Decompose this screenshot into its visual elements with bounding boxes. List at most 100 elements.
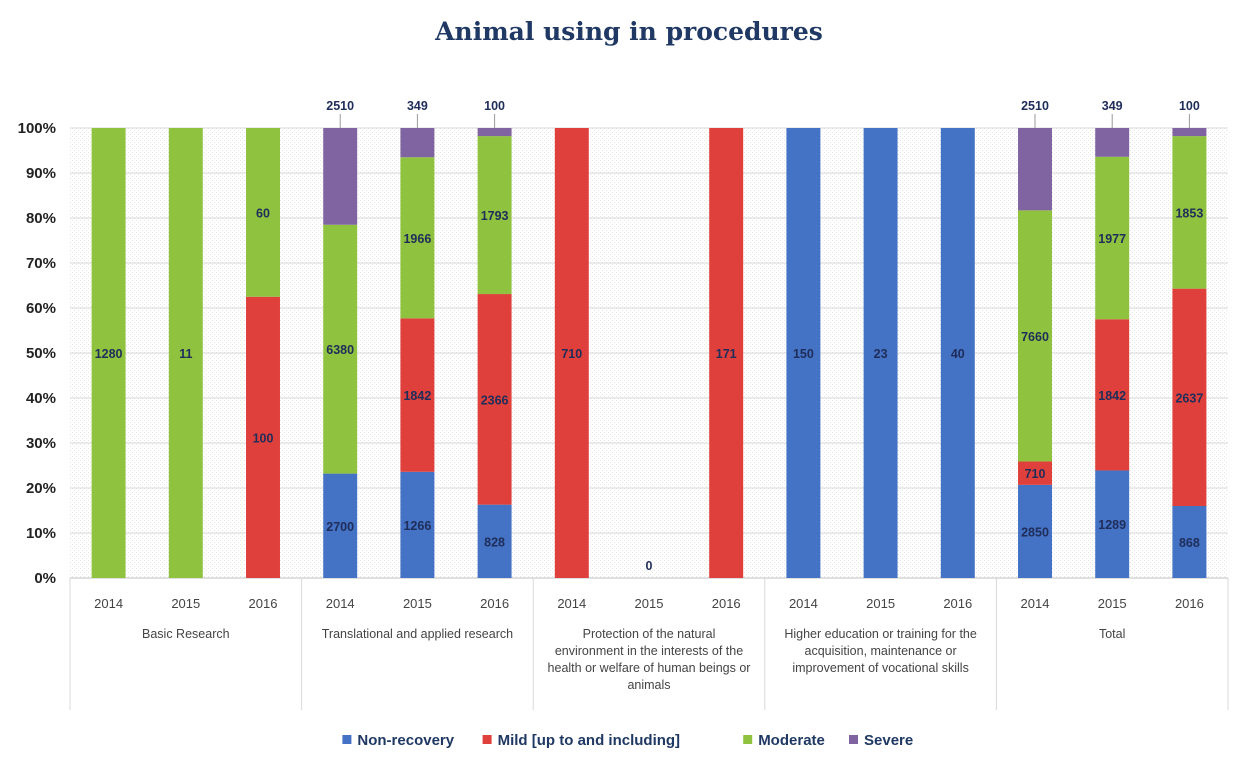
- data-label: 2637: [1175, 391, 1203, 405]
- y-tick-label: 40%: [26, 390, 56, 407]
- x-tick-label: 2015: [171, 596, 200, 611]
- top-label: 100: [484, 99, 505, 113]
- data-label: 828: [484, 535, 505, 549]
- bar-segment: [477, 294, 512, 505]
- y-tick-label: 20%: [26, 480, 56, 497]
- bar-segment: [1018, 484, 1052, 578]
- top-label: 100: [1179, 99, 1200, 113]
- legend: Non-recovery Mild [up to and including] Mo…: [342, 732, 913, 749]
- top-label: 2510: [1021, 99, 1049, 113]
- bar-segment: [786, 128, 821, 578]
- group-label: animals: [627, 678, 670, 692]
- bar-segment: [940, 128, 975, 578]
- group-label: health or welfare of human beings or: [548, 661, 751, 675]
- y-tick-label: 10%: [26, 525, 56, 542]
- group-label: environment in the interests of the: [555, 644, 743, 658]
- legend-swatch: [849, 735, 858, 744]
- data-label: 710: [1025, 467, 1046, 481]
- bar-segment: [91, 128, 126, 578]
- bar-segment: [1095, 156, 1130, 320]
- bar-segment: [400, 471, 435, 578]
- legend-label: Moderate: [758, 732, 825, 749]
- bar-segment: [246, 128, 280, 297]
- y-tick-label: 70%: [26, 255, 56, 272]
- bars: 1280 11 100 60 2700 6380 2510 1266 1842 1966 349 82…: [91, 99, 1207, 578]
- y-tick-label: 80%: [26, 210, 56, 227]
- legend-swatch: [743, 735, 753, 744]
- x-tick-label: 2014: [326, 596, 355, 611]
- bar-segment: [477, 136, 512, 295]
- bar-segment: [863, 128, 898, 578]
- legend-label: Non-recovery: [357, 732, 454, 749]
- data-label: 60: [256, 206, 270, 220]
- top-label: 2510: [326, 99, 354, 113]
- bar-segment: [323, 128, 358, 225]
- x-tick-label: 2014: [789, 596, 818, 611]
- bar-segment: [400, 318, 435, 472]
- data-label: 2366: [481, 393, 509, 407]
- top-label: 349: [1102, 99, 1123, 113]
- group-label: Translational and applied research: [322, 627, 513, 641]
- data-label: 7660: [1021, 330, 1049, 344]
- bar-segment: [400, 157, 435, 319]
- x-tick-label: 2014: [94, 596, 123, 611]
- data-label: 1853: [1175, 206, 1203, 220]
- data-label: 710: [561, 347, 582, 361]
- bar-segment: [1172, 128, 1207, 137]
- top-label: 349: [407, 99, 428, 113]
- bar-segment: [709, 128, 744, 578]
- bar-segment: [323, 224, 358, 474]
- bar-segment: [1172, 506, 1207, 578]
- x-tick-label: 2014: [1021, 596, 1050, 611]
- data-label: 1977: [1098, 232, 1126, 246]
- data-label: 1842: [1098, 389, 1126, 403]
- legend-swatch: [482, 735, 492, 744]
- data-label: 1966: [403, 232, 431, 246]
- bar-segment: [554, 128, 589, 578]
- data-label: 23: [874, 347, 888, 361]
- x-tick-label: 2016: [1175, 596, 1204, 611]
- y-tick-label: 30%: [26, 435, 56, 452]
- data-label: 1842: [403, 389, 431, 403]
- x-tick-label: 2016: [249, 596, 278, 611]
- data-label: 1793: [481, 209, 509, 223]
- group-label: acquisition, maintenance or: [805, 644, 957, 658]
- bar-segment: [246, 296, 280, 578]
- bar-segment: [1018, 128, 1052, 211]
- legend-swatch: [342, 735, 352, 744]
- legend-label: Mild [up to and including]: [498, 732, 680, 749]
- y-tick-label: 0%: [34, 570, 56, 587]
- y-axis-ticks: 0% 10% 20% 30% 40% 50% 60% 70% 80% 90% 100%: [18, 120, 56, 587]
- x-tick-label: 2015: [403, 596, 432, 611]
- data-label: 150: [793, 347, 814, 361]
- data-label: 6380: [326, 343, 354, 357]
- chart-title: Animal using in procedures: [434, 17, 823, 46]
- group-label: Basic Research: [142, 627, 230, 641]
- legend-label: Severe: [864, 732, 913, 749]
- y-tick-label: 100%: [18, 120, 56, 137]
- y-tick-label: 60%: [26, 300, 56, 317]
- data-label: 1289: [1098, 518, 1126, 532]
- top-label: 0: [646, 559, 653, 573]
- x-tick-label: 2016: [943, 596, 972, 611]
- data-label: 100: [253, 431, 274, 445]
- x-tick-label: 2016: [480, 596, 509, 611]
- x-tick-label: 2015: [1098, 596, 1127, 611]
- data-label: 868: [1179, 536, 1200, 550]
- bar-segment: [477, 128, 512, 137]
- bar-segment: [1018, 461, 1052, 485]
- data-label: 171: [716, 347, 737, 361]
- bar-segment: [400, 128, 435, 158]
- data-label: 11: [179, 347, 192, 361]
- x-tick-label: 2014: [557, 596, 586, 611]
- data-label: 2700: [326, 520, 354, 534]
- x-tick-label: 2015: [635, 596, 664, 611]
- bar-segment: [1018, 210, 1052, 462]
- bar-segment: [1172, 136, 1207, 289]
- bar-segment: [1095, 319, 1130, 471]
- group-label: Total: [1099, 627, 1125, 641]
- group-label: Higher education or training for the: [784, 627, 977, 641]
- x-tick-label: 2016: [712, 596, 741, 611]
- bar-segment: [323, 473, 358, 578]
